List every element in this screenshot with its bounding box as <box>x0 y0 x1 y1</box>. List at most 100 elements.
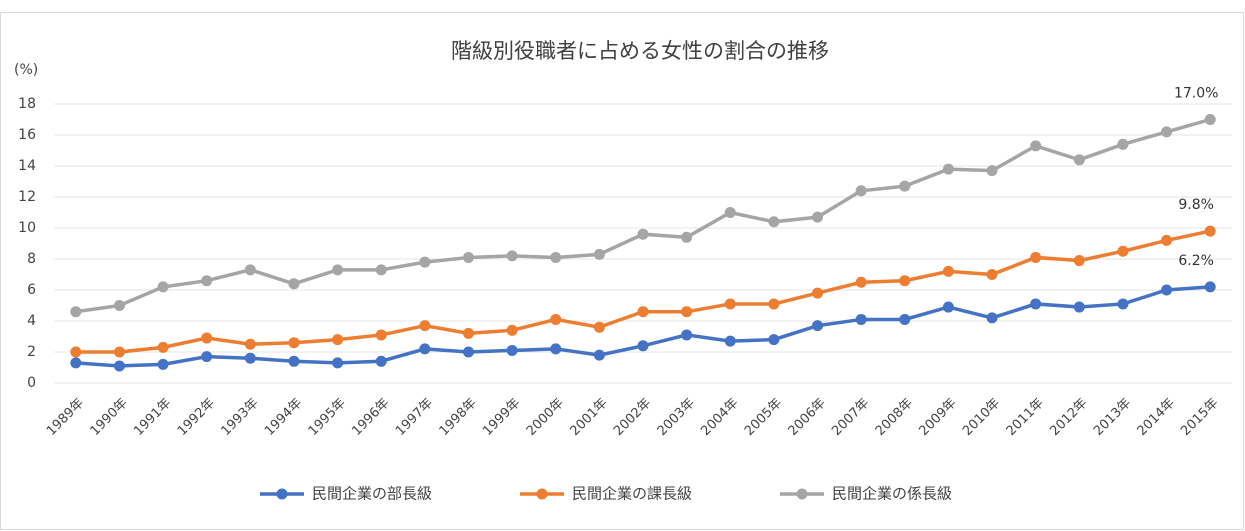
data-point <box>1161 234 1173 246</box>
y-tick-label: 10 <box>18 220 36 236</box>
data-point <box>288 355 300 367</box>
data-point <box>113 360 125 372</box>
data-point <box>288 278 300 290</box>
data-point <box>332 357 344 369</box>
data-point <box>506 250 518 262</box>
data-point <box>593 248 605 260</box>
legend-marker <box>276 488 288 500</box>
y-tick-label: 18 <box>18 96 36 112</box>
y-axis-label: (%) <box>14 62 38 78</box>
data-point <box>942 301 954 313</box>
data-point <box>157 341 169 353</box>
data-point <box>942 265 954 277</box>
data-point <box>855 185 867 197</box>
y-tick-label: 12 <box>18 189 36 205</box>
legend-marker <box>796 488 808 500</box>
data-point <box>724 207 736 218</box>
legend-marker <box>536 488 548 500</box>
data-point <box>462 251 474 263</box>
data-point <box>986 269 998 280</box>
data-point <box>70 346 82 358</box>
data-point <box>1161 126 1173 138</box>
data-point <box>201 275 213 287</box>
data-point <box>768 216 780 228</box>
data-point <box>942 163 954 175</box>
data-point <box>637 340 649 352</box>
data-point <box>201 332 213 344</box>
data-point <box>244 338 256 350</box>
data-point <box>113 300 125 311</box>
data-point <box>681 329 693 341</box>
data-point <box>812 320 824 332</box>
data-point <box>70 306 82 318</box>
data-point <box>462 346 474 358</box>
data-point <box>593 349 605 361</box>
y-tick-label: 2 <box>27 344 36 360</box>
legend-label: 民間企業の部長級 <box>312 485 432 503</box>
data-point <box>812 287 824 299</box>
data-point <box>1117 138 1129 150</box>
y-tick-label: 8 <box>27 251 36 267</box>
data-point <box>244 352 256 364</box>
data-point <box>899 313 911 325</box>
data-point <box>506 344 518 356</box>
legend-label: 民間企業の課長級 <box>572 485 692 503</box>
data-point <box>1073 255 1085 267</box>
data-point <box>768 298 780 310</box>
data-point <box>899 180 911 192</box>
data-point <box>332 334 344 346</box>
data-point <box>724 335 736 347</box>
data-point <box>419 256 431 268</box>
data-point <box>1204 114 1216 125</box>
data-point <box>113 346 125 358</box>
data-point <box>681 306 693 318</box>
data-point <box>1117 298 1129 310</box>
data-point <box>375 355 387 367</box>
data-point <box>288 337 300 349</box>
y-tick-label: 6 <box>27 282 36 298</box>
data-label: 6.2% <box>1178 253 1214 269</box>
data-point <box>506 324 518 336</box>
data-point <box>681 231 693 243</box>
data-point <box>986 312 998 324</box>
data-point <box>375 264 387 276</box>
data-point <box>1030 298 1042 310</box>
data-point <box>637 228 649 240</box>
data-point <box>419 343 431 355</box>
data-label: 17.0% <box>1174 86 1218 102</box>
data-point <box>550 343 562 355</box>
data-point <box>1117 245 1129 257</box>
data-point <box>157 358 169 370</box>
data-point <box>1073 301 1085 313</box>
data-point <box>1030 251 1042 263</box>
data-point <box>724 298 736 310</box>
data-point <box>1204 281 1216 293</box>
data-point <box>550 251 562 263</box>
data-point <box>593 321 605 333</box>
data-point <box>1204 225 1216 237</box>
data-point <box>157 281 169 293</box>
data-point <box>637 306 649 318</box>
data-label: 9.8% <box>1178 197 1214 213</box>
chart-frame <box>0 12 1244 530</box>
legend-label: 民間企業の係長級 <box>832 485 952 503</box>
data-point <box>1161 284 1173 296</box>
data-point <box>201 351 213 363</box>
data-point <box>986 165 998 177</box>
data-point <box>768 334 780 346</box>
y-tick-label: 14 <box>18 158 36 174</box>
data-point <box>375 329 387 341</box>
data-point <box>550 313 562 325</box>
y-tick-label: 4 <box>27 313 36 329</box>
chart-title: 階級別役職者に占める女性の割合の推移 <box>451 39 829 63</box>
data-point <box>462 327 474 339</box>
data-point <box>812 211 824 223</box>
y-tick-label: 16 <box>18 127 36 143</box>
y-tick-label: 0 <box>27 375 36 391</box>
data-point <box>1073 154 1085 166</box>
data-point <box>899 275 911 287</box>
data-point <box>855 313 867 325</box>
data-point <box>70 357 82 369</box>
data-point <box>1030 140 1042 152</box>
